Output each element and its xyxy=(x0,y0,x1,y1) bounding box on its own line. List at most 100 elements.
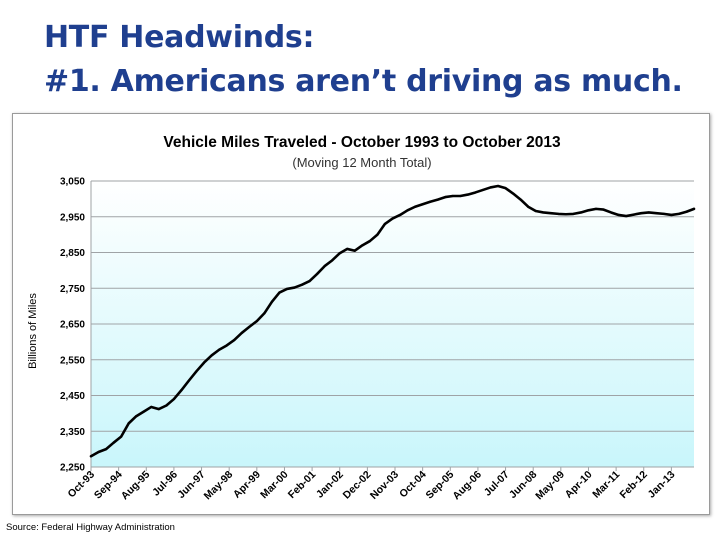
data-point xyxy=(549,212,552,215)
data-point xyxy=(496,184,500,188)
y-tick-label: 2,850 xyxy=(60,248,85,259)
data-point xyxy=(451,194,454,198)
x-tick-label: Oct-04 xyxy=(397,469,429,501)
data-point xyxy=(300,283,304,286)
x-tick-label: Mar-00 xyxy=(258,469,291,502)
data-point xyxy=(210,354,213,357)
data-point xyxy=(97,450,100,454)
data-point xyxy=(346,247,349,251)
data-point xyxy=(489,186,492,189)
data-point xyxy=(127,422,130,425)
data-point xyxy=(579,211,583,214)
data-point xyxy=(361,244,364,247)
data-point xyxy=(459,194,462,198)
data-point xyxy=(180,389,183,392)
y-tick-label: 3,050 xyxy=(60,177,85,188)
x-tick-label: Nov-03 xyxy=(368,469,401,502)
chart-subtitle: (Moving 12 Month Total) xyxy=(292,155,431,170)
data-point xyxy=(89,455,93,458)
x-tick-label: Apr-10 xyxy=(563,469,595,501)
data-point xyxy=(120,435,123,438)
x-tick-label: Dec-02 xyxy=(341,469,374,502)
data-point xyxy=(647,211,650,214)
data-point xyxy=(564,213,567,216)
x-tick-label: Sep-94 xyxy=(92,469,125,502)
data-point xyxy=(353,249,356,252)
data-points xyxy=(89,184,696,458)
data-point xyxy=(429,200,432,203)
y-tick-labels: 2,250 2,350 2,450 2,550 2,650 2,750 2,850 2,950… xyxy=(60,177,85,474)
data-point xyxy=(640,212,643,215)
data-point xyxy=(383,222,387,225)
data-point xyxy=(512,192,515,195)
data-point xyxy=(293,286,296,289)
data-point xyxy=(466,193,469,196)
data-point xyxy=(572,212,575,215)
x-tick-label: May-98 xyxy=(202,469,236,503)
data-point xyxy=(587,209,590,212)
data-point xyxy=(331,259,334,262)
x-tick-label: May-09 xyxy=(533,469,567,503)
source-note: Source: Federal Highway Administration xyxy=(6,522,175,533)
data-point xyxy=(444,195,447,199)
data-point xyxy=(534,209,537,213)
x-tick-label: Apr-99 xyxy=(231,469,263,501)
y-tick-label: 2,950 xyxy=(60,212,85,223)
y-tick-label: 2,450 xyxy=(60,391,85,402)
data-point xyxy=(376,233,379,236)
slide-title: HTF Headwinds: #1. Americans aren’t driv… xyxy=(44,16,683,104)
data-point xyxy=(594,207,598,210)
data-point xyxy=(135,415,138,418)
data-point xyxy=(172,397,176,401)
x-tick-label: Feb-12 xyxy=(617,469,650,502)
data-point xyxy=(557,212,560,215)
data-point xyxy=(165,404,168,407)
data-point xyxy=(617,213,620,217)
chart-frame: Vehicle Miles Traveled - October 1993 to… xyxy=(12,113,710,515)
y-tick-label: 2,750 xyxy=(60,284,85,295)
data-point xyxy=(527,205,530,208)
data-point xyxy=(519,198,522,201)
data-point xyxy=(655,212,658,215)
data-point xyxy=(248,325,251,328)
data-point xyxy=(225,344,228,347)
gridlines xyxy=(90,180,694,468)
data-point xyxy=(285,287,289,291)
data-point xyxy=(398,213,402,217)
data-point xyxy=(112,441,115,444)
x-tick-label: Feb-01 xyxy=(286,469,319,502)
data-point xyxy=(270,300,273,303)
data-point xyxy=(662,212,665,215)
line-chart: Vehicle Miles Traveled - October 1993 to… xyxy=(27,134,696,502)
title-line-1: HTF Headwinds: xyxy=(44,20,315,55)
data-point xyxy=(414,205,417,208)
data-point xyxy=(474,191,477,194)
data-point xyxy=(263,312,266,315)
data-point xyxy=(157,407,160,411)
x-tick-label: Jan-02 xyxy=(314,469,346,501)
data-point xyxy=(150,405,153,409)
y-tick-label: 2,550 xyxy=(60,355,85,366)
data-point xyxy=(195,370,198,373)
data-point xyxy=(421,203,424,206)
x-tick-label: Aug-95 xyxy=(119,469,153,503)
x-tick-label: Jan-13 xyxy=(645,469,677,501)
title-line-2: #1. Americans aren’t driving as much. xyxy=(44,64,683,99)
data-point xyxy=(202,361,206,364)
data-point xyxy=(323,264,326,268)
data-point xyxy=(542,211,545,214)
y-axis-label: Billions of Miles xyxy=(27,293,39,369)
data-point xyxy=(692,207,696,210)
y-tick-label: 2,250 xyxy=(60,463,85,474)
x-tick-label: Sep-05 xyxy=(424,469,457,502)
data-point xyxy=(391,217,394,220)
data-point xyxy=(609,211,613,214)
data-point xyxy=(504,187,507,190)
data-point xyxy=(602,208,605,211)
data-point xyxy=(406,209,409,212)
data-point xyxy=(677,212,681,215)
x-tick-labels: Oct-93Sep-94Aug-95Jul-96Jun-97May-98Apr-… xyxy=(66,467,678,502)
data-point xyxy=(233,338,236,342)
data-point xyxy=(218,348,221,351)
y-tick-label: 2,650 xyxy=(60,320,85,331)
